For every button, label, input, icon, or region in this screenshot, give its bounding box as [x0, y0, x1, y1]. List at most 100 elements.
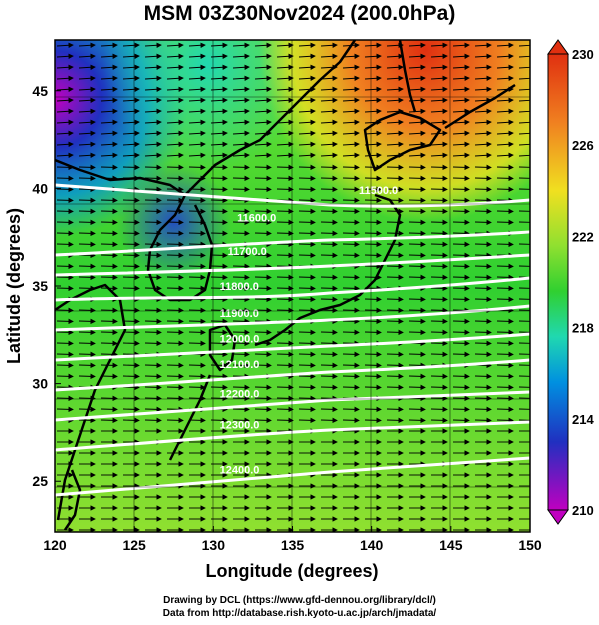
wind-vector — [254, 186, 272, 193]
wind-vector — [298, 307, 316, 314]
wind-vector — [56, 197, 74, 204]
wind-vector — [320, 108, 338, 114]
wind-vector — [452, 97, 470, 103]
wind-vector — [474, 75, 492, 81]
wind-vector — [320, 241, 338, 248]
wind-vector — [386, 373, 404, 380]
y-tick-label: 35 — [32, 278, 48, 294]
wind-vector — [122, 307, 140, 314]
wind-vector — [276, 406, 294, 413]
wind-vector — [78, 274, 96, 281]
wind-vector — [518, 243, 530, 245]
wind-vector — [232, 75, 250, 81]
contour-label: 12300.0 — [220, 420, 260, 432]
wind-vector — [210, 64, 228, 70]
wind-vector — [364, 241, 382, 248]
wind-vector — [474, 130, 492, 136]
wind-vector — [144, 175, 162, 182]
wind-vector — [188, 108, 206, 114]
wind-vector — [320, 307, 338, 314]
colorbar-bottom-triangle — [547, 509, 569, 525]
wind-vector — [276, 395, 294, 402]
wind-vector — [320, 351, 338, 358]
wind-vector — [430, 108, 448, 114]
wind-vector — [166, 175, 184, 182]
wind-vector — [320, 252, 338, 259]
wind-vector — [56, 86, 74, 92]
wind-vector — [166, 285, 184, 292]
contour-line-12100 — [55, 358, 530, 392]
x-tick-label: 145 — [439, 537, 463, 553]
wind-vector — [276, 175, 294, 182]
wind-vector — [122, 373, 140, 380]
wind-vector — [386, 384, 404, 391]
wind-vector — [364, 141, 382, 147]
colorbar-label: 218 — [572, 321, 594, 336]
wind-vector — [254, 406, 272, 413]
contour-label: 11900.0 — [220, 308, 259, 320]
wind-vector — [78, 197, 96, 204]
wind-vector — [452, 395, 470, 402]
wind-vector — [210, 130, 228, 136]
wind-vector — [276, 208, 294, 215]
wind-vector — [122, 395, 140, 402]
wind-vector — [408, 186, 426, 193]
wind-vector — [188, 208, 206, 215]
wind-vector — [386, 263, 404, 270]
wind-vector — [166, 263, 184, 270]
wind-vector — [144, 42, 162, 48]
wind-vector — [166, 119, 184, 125]
wind-vector — [188, 86, 206, 92]
wind-vector — [518, 88, 530, 91]
wind-vector — [166, 362, 184, 369]
wind-vector — [78, 318, 96, 325]
wind-vector — [474, 86, 492, 92]
wind-vector — [122, 42, 140, 48]
wind-vector — [166, 384, 184, 391]
wind-vector — [122, 263, 140, 270]
wind-vector — [408, 53, 426, 59]
wind-vector — [320, 197, 338, 204]
wind-vector — [122, 97, 140, 103]
wind-vector — [100, 340, 118, 347]
wind-vector — [276, 351, 294, 358]
wind-vector — [232, 252, 250, 259]
wind-vector — [210, 373, 228, 380]
wind-vector — [254, 329, 272, 336]
wind-vector — [408, 230, 426, 237]
wind-vector — [452, 230, 470, 237]
wind-vector — [232, 318, 250, 325]
wind-vector — [474, 219, 492, 226]
wind-vector — [78, 64, 96, 70]
wind-vector — [56, 340, 74, 347]
wind-vector — [254, 42, 272, 48]
wind-vector — [364, 373, 382, 380]
wind-vector — [56, 152, 74, 158]
wind-vector — [254, 362, 272, 369]
wind-vector — [232, 395, 250, 402]
wind-vector — [452, 340, 470, 347]
wind-vector — [254, 75, 272, 81]
wind-vector — [232, 86, 250, 92]
wind-vector — [386, 362, 404, 369]
wind-vector — [342, 75, 360, 81]
wind-vector — [188, 152, 206, 158]
wind-vector — [364, 186, 382, 193]
wind-vector — [56, 53, 74, 59]
wind-vector — [364, 318, 382, 325]
wind-vector — [254, 86, 272, 92]
wind-vector — [364, 64, 382, 70]
wind-vector — [276, 285, 294, 292]
wind-vector — [56, 175, 74, 182]
wind-vector — [122, 252, 140, 259]
wind-vector — [210, 296, 228, 303]
wind-vector — [518, 99, 530, 102]
wind-vector — [166, 75, 184, 81]
wind-vector — [78, 395, 96, 402]
contour-label: 12100.0 — [220, 359, 260, 371]
wind-vector — [78, 340, 96, 347]
wind-vector — [100, 130, 118, 136]
wind-vector — [276, 42, 294, 48]
wind-vector — [364, 417, 382, 424]
wind-vector — [408, 197, 426, 204]
